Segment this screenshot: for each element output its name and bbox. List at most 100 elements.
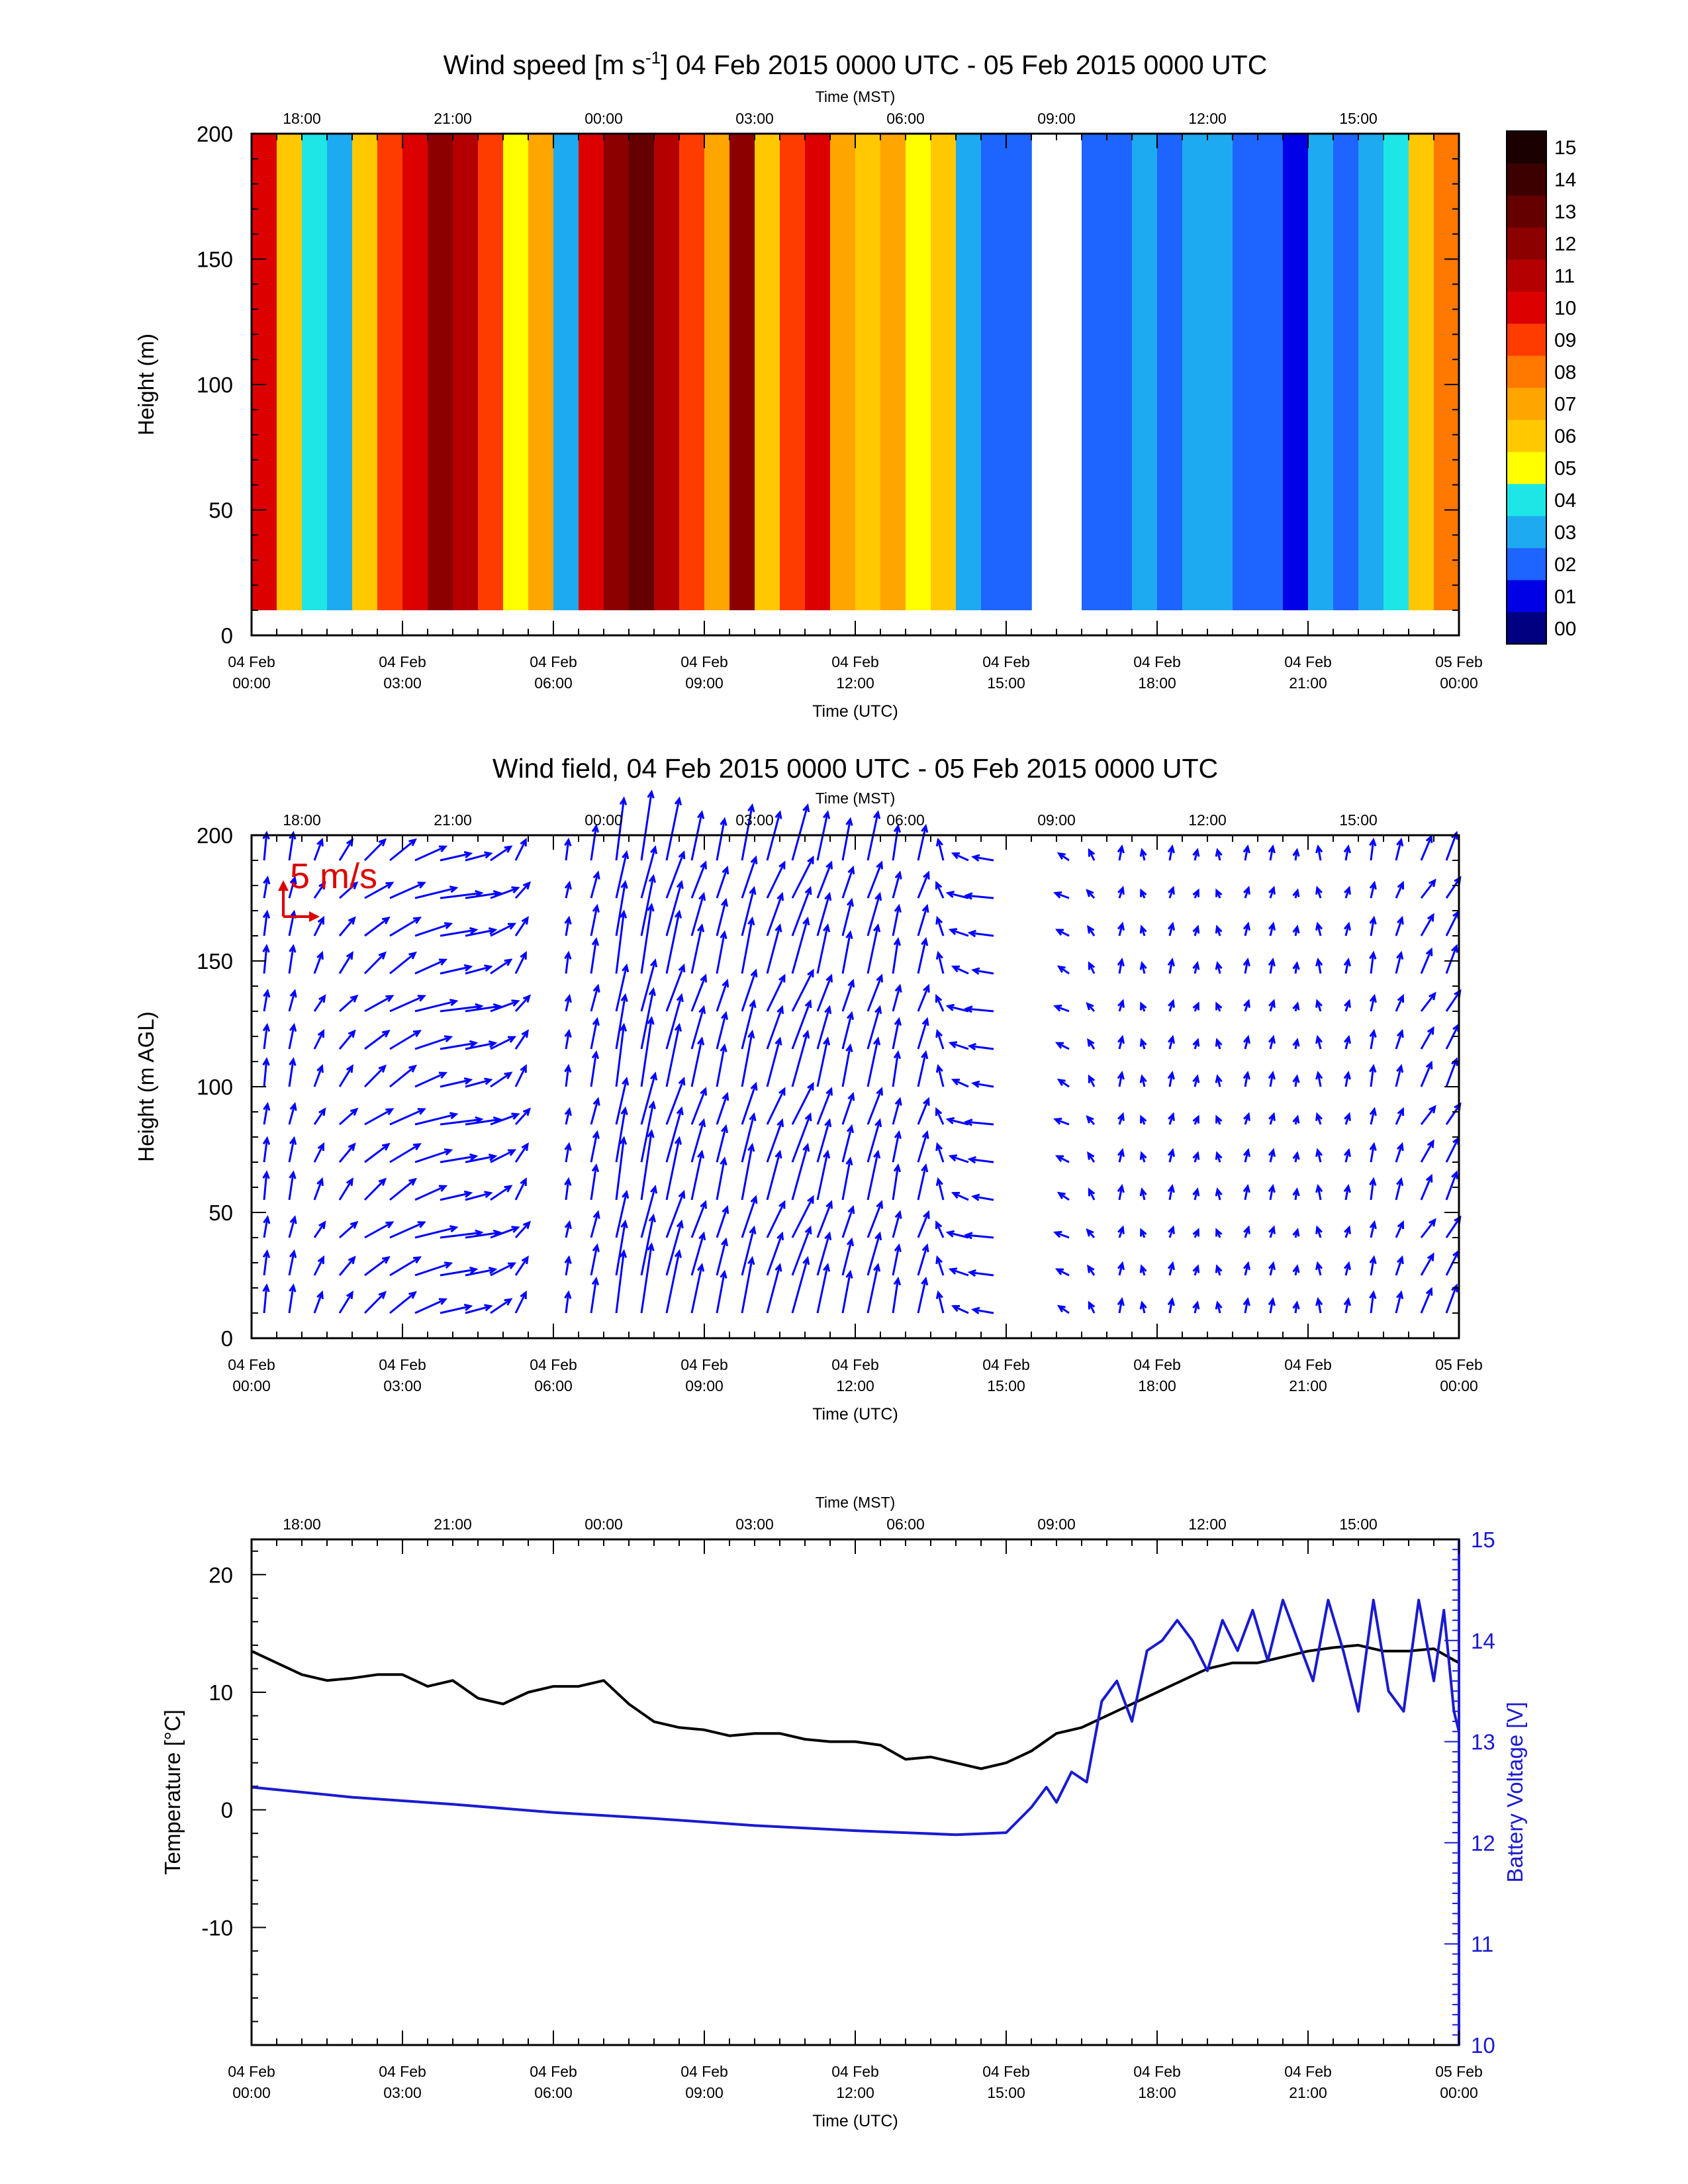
colorbar-label: 05 bbox=[1554, 458, 1576, 480]
wind-vector bbox=[514, 882, 530, 899]
colorbar-label: 09 bbox=[1554, 330, 1576, 351]
wind-vector bbox=[1118, 960, 1123, 974]
wind-vector-head bbox=[1192, 1115, 1199, 1124]
wind-vector bbox=[263, 1138, 268, 1163]
x-tick-label-time: 21:00 bbox=[1289, 674, 1327, 692]
wind-vector bbox=[490, 923, 515, 937]
wind-vector bbox=[414, 1000, 457, 1013]
wind-vector-head bbox=[874, 1118, 882, 1128]
wind-vector bbox=[1317, 846, 1322, 861]
wind-vector bbox=[716, 867, 728, 899]
heatmap-cell bbox=[1333, 134, 1359, 611]
wind-vector bbox=[816, 975, 833, 1012]
wind-vector bbox=[640, 1073, 657, 1125]
wind-vector bbox=[490, 846, 512, 862]
wind-vector-head bbox=[1268, 1034, 1276, 1044]
wind-vector-head bbox=[1087, 1264, 1095, 1273]
wind-vector-head bbox=[1056, 1191, 1066, 1200]
wind-vector bbox=[615, 1138, 625, 1201]
wind-vector bbox=[1395, 1179, 1403, 1201]
wind-vector-head bbox=[1369, 915, 1377, 925]
wind-vector-head bbox=[507, 1262, 517, 1269]
wind-vector-head bbox=[698, 1005, 706, 1015]
wind-vector-head bbox=[463, 850, 473, 859]
wind-vector-head bbox=[484, 1304, 493, 1312]
wind-vector-head bbox=[1292, 925, 1300, 934]
reference-vector-north-head bbox=[278, 880, 289, 891]
wind-vector bbox=[1370, 995, 1376, 1012]
wind-vector bbox=[414, 1071, 446, 1088]
wind-vector-head bbox=[620, 880, 628, 889]
wind-vector-head bbox=[1243, 999, 1250, 1008]
wind-vector-head bbox=[591, 936, 600, 946]
wind-vector-head bbox=[971, 1193, 980, 1201]
colorbar-label: 06 bbox=[1554, 426, 1576, 447]
wind-vector-head bbox=[1427, 1252, 1434, 1261]
wind-vector-head bbox=[378, 1177, 387, 1186]
wind-vector-head bbox=[622, 850, 630, 860]
wind-vector bbox=[313, 1109, 326, 1125]
wind-vector bbox=[690, 1038, 703, 1087]
wind-vector bbox=[313, 1030, 324, 1050]
wind-vector bbox=[440, 929, 477, 937]
wind-vector-head bbox=[825, 974, 833, 983]
wind-vector bbox=[973, 1308, 994, 1314]
x2-tick-label: 21:00 bbox=[434, 110, 472, 127]
wind-vector-head bbox=[1268, 1148, 1276, 1158]
wind-vector bbox=[440, 852, 471, 862]
wind-vector-head bbox=[1369, 950, 1377, 960]
wind-vector-head bbox=[1055, 1268, 1064, 1275]
wind-vector-head bbox=[619, 1136, 628, 1145]
wind-vector-head bbox=[1117, 1183, 1125, 1193]
wind-vector bbox=[565, 839, 570, 861]
wind-vector-head bbox=[802, 916, 810, 926]
wind-vector-head bbox=[750, 968, 758, 978]
wind-vector-head bbox=[876, 1087, 884, 1096]
wind-vector-head bbox=[698, 1118, 706, 1128]
wind-vector bbox=[1344, 960, 1350, 974]
wind-vector-head bbox=[1215, 1151, 1223, 1160]
wind-vector-head bbox=[262, 1170, 270, 1179]
wind-vector-head bbox=[1086, 1115, 1094, 1124]
wind-vector-head bbox=[1292, 961, 1300, 970]
wind-vector-head bbox=[967, 1042, 976, 1051]
wind-vector-head bbox=[1343, 1070, 1351, 1080]
wind-vector-head bbox=[1292, 1300, 1300, 1310]
wind-vector bbox=[440, 966, 471, 975]
wind-vector bbox=[841, 932, 851, 974]
wind-vector-head bbox=[507, 923, 517, 930]
wind-vector-head bbox=[350, 1220, 359, 1229]
wind-vector bbox=[364, 1030, 389, 1050]
x-tick-label-date: 04 Feb bbox=[228, 1356, 275, 1373]
wind-vector bbox=[414, 923, 451, 937]
wind-vector bbox=[339, 1108, 357, 1126]
wind-vector-head bbox=[700, 1200, 708, 1209]
wind-vector bbox=[1118, 846, 1123, 861]
wind-vector-head bbox=[804, 999, 812, 1009]
wind-vector bbox=[816, 1120, 831, 1163]
wind-vector bbox=[741, 1031, 753, 1087]
wind-vector bbox=[665, 1138, 680, 1201]
colorbar-segment bbox=[1507, 419, 1546, 452]
x2-tick-label: 12:00 bbox=[1188, 1516, 1227, 1533]
wind-vector bbox=[841, 980, 854, 1012]
wind-vector-head bbox=[1369, 1177, 1377, 1186]
wind-vector bbox=[514, 917, 529, 936]
wind-vector bbox=[935, 882, 945, 899]
wind-vector-head bbox=[1117, 1148, 1125, 1158]
wind-vector-head bbox=[894, 903, 902, 913]
wind-vector bbox=[440, 1305, 471, 1314]
wind-vector-head bbox=[1343, 1261, 1352, 1271]
wind-vector-head bbox=[1215, 1264, 1223, 1273]
wind-vector-head bbox=[1315, 1183, 1323, 1193]
wind-vector bbox=[640, 1187, 657, 1238]
wind-vector bbox=[465, 1268, 496, 1277]
wind-vector bbox=[892, 1132, 900, 1163]
wind-vector-head bbox=[647, 1016, 655, 1025]
wind-vector-head bbox=[1053, 1230, 1062, 1238]
wind-vector-head bbox=[874, 1231, 882, 1241]
wind-vector-head bbox=[774, 810, 782, 819]
wind-vector bbox=[966, 894, 994, 899]
wind-vector-head bbox=[894, 983, 902, 993]
wind-vector-head bbox=[522, 1107, 532, 1116]
